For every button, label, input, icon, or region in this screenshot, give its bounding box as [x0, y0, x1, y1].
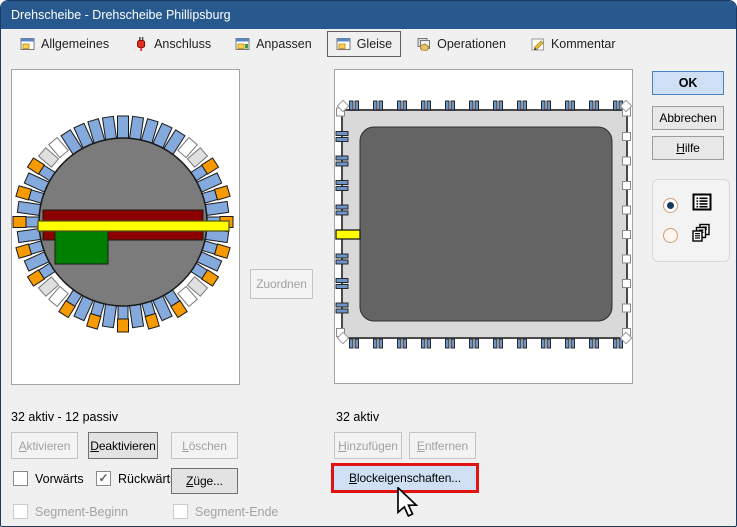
tab-label: Operationen: [437, 37, 506, 51]
form-icon: [235, 38, 250, 50]
stacked-pages-icon: [692, 223, 710, 242]
checkbox-indicator: [13, 471, 28, 486]
checkbox-segment-ende[interactable]: Segment-Ende: [173, 504, 278, 519]
checkbox-indicator: [173, 504, 188, 519]
window-title: Drehscheibe - Drehscheibe Phillipsburg: [11, 8, 231, 22]
abbrechen-button[interactable]: Abbrechen: [652, 106, 724, 130]
checkbox-indicator: [13, 504, 28, 519]
radio-stacked-view[interactable]: [663, 228, 678, 243]
right-status-text: 32 aktiv: [336, 410, 380, 424]
checkbox-label: Vorwärts: [35, 471, 84, 486]
turntable-preview-panel: [11, 69, 240, 385]
plug-icon: [137, 37, 146, 51]
checkbox-label: Segment-Ende: [195, 504, 279, 519]
track-plan-panel: [334, 69, 633, 384]
tab-label: Kommentar: [550, 37, 616, 51]
tab-bar: Allgemeines Anschluss Anpassen Gleise Op…: [1, 29, 736, 59]
tab-operationen[interactable]: Operationen: [407, 31, 515, 57]
tab-gleise[interactable]: Gleise: [326, 31, 402, 57]
tab-label: Anschluss: [154, 37, 212, 51]
form-icon: [20, 38, 35, 50]
checkbox-label: Segment-Beginn: [35, 504, 129, 519]
radio-list-view[interactable]: [663, 198, 678, 213]
view-options-group: [652, 179, 730, 262]
tab-anschluss[interactable]: Anschluss: [124, 31, 220, 57]
checkbox-indicator: ✓: [96, 471, 111, 486]
tab-anpassen[interactable]: Anpassen: [226, 31, 321, 57]
left-status-text: 32 aktiv - 12 passiv: [11, 410, 118, 424]
tab-allgemeines[interactable]: Allgemeines: [11, 31, 118, 57]
title-bar: Drehscheibe - Drehscheibe Phillipsburg: [1, 1, 736, 29]
tab-kommentar[interactable]: Kommentar: [521, 31, 625, 57]
pencil-note-icon: [531, 38, 544, 51]
list-view-icon: [692, 193, 712, 211]
tab-label: Allgemeines: [41, 37, 110, 51]
track-plan-drawing[interactable]: [335, 70, 633, 383]
turntable-drawing[interactable]: [12, 70, 239, 384]
ok-button[interactable]: OK: [652, 71, 724, 95]
checkbox-label: Rückwärts: [118, 471, 177, 486]
hand-cards-icon: [417, 38, 431, 51]
checkbox-rueckwaerts[interactable]: ✓ Rückwärts: [96, 471, 176, 486]
form-icon: [336, 38, 351, 50]
checkbox-segment-beginn[interactable]: Segment-Beginn: [13, 504, 128, 519]
checkbox-vorwaerts[interactable]: Vorwärts: [13, 471, 84, 486]
tab-label: Anpassen: [256, 37, 312, 51]
tab-label: Gleise: [356, 37, 393, 51]
zuordnen-button[interactable]: Zuordnen: [250, 269, 313, 299]
